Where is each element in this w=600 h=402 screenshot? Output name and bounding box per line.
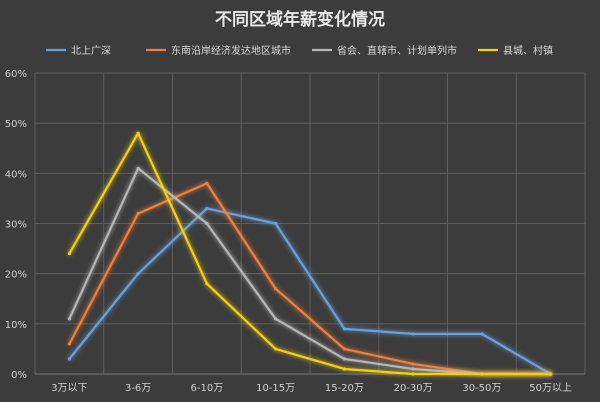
data-point [136,211,140,216]
x-axis: 3万以下 3-6万 6-10万 10-15万 15-20万 20-30万 30-50万 50万… [51,382,572,394]
data-point [480,372,484,376]
x-tick-label: 10-15万 [256,383,295,394]
data-point [136,272,140,276]
data-point [274,317,278,321]
data-point [205,221,209,226]
data-point [342,357,346,361]
series-line-4 [68,132,552,376]
data-point [67,317,71,321]
data-point [549,372,553,376]
data-point [67,252,71,256]
y-tick-label: 50% [5,119,27,130]
grid [34,72,586,375]
data-point [67,357,71,361]
data-point [411,362,415,366]
x-tick-label: 50万以上 [529,382,572,394]
legend-label: 省会、直辖市、计划单列市 [337,44,457,57]
data-point [411,332,415,336]
x-tick-label: 3-6万 [125,383,151,394]
legend-label: 北上广深 [71,45,111,57]
data-point [274,221,278,226]
data-point [205,181,209,185]
y-tick-label: 10% [5,320,27,331]
data-point [274,347,278,351]
data-point [136,166,140,170]
x-tick-label: 15-20万 [325,383,364,394]
y-tick-label: 20% [5,270,27,281]
data-point [411,367,415,371]
data-point [274,287,278,291]
x-tick-label: 6-10万 [191,383,224,394]
data-point [136,131,140,135]
data-point [480,332,484,336]
data-point [342,347,346,351]
data-point [205,282,209,286]
x-tick-label: 20-30万 [394,383,433,394]
y-tick-label: 30% [5,220,27,231]
legend: 北上广深 东南沿岸经济发达地区城市 省会、直辖市、计划单列市 县城、村镇 [46,44,553,57]
data-point [342,367,346,371]
y-tick-label: 40% [5,169,27,180]
data-point [67,342,71,346]
legend-label: 东南沿岸经济发达地区城市 [171,44,291,57]
data-point [411,372,415,376]
data-point [342,327,346,331]
x-tick-label: 3万以下 [51,383,87,394]
chart-title: 不同区域年薪变化情况 [215,9,385,30]
data-point [205,206,209,211]
y-tick-label: 0% [11,370,27,381]
series-line-1 [68,207,552,376]
y-axis: 0% 10% 20% 30% 40% 50% 60% [5,69,27,381]
legend-label: 县城、村镇 [503,44,553,57]
y-tick-label: 60% [5,69,27,80]
x-tick-label: 30-50万 [462,383,501,394]
series-lines [67,131,553,376]
